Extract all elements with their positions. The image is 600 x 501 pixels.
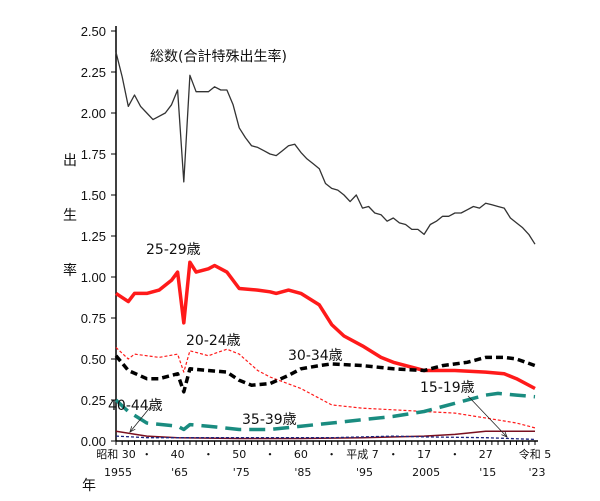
y-tick-label: 0.75 [81,311,106,326]
x-tick-year-label: '23 [528,466,545,479]
x-tick-era-label: 17 [417,448,431,461]
x-tick-era-label: 平成 7 [346,448,379,461]
x-tick-era-label: ・ [203,448,214,461]
x-tick-era-label: ・ [388,448,399,461]
series-label-4: 35-39歳 [242,412,297,428]
x-tick-era-label: 令和 5 [519,447,552,461]
series-labels: 総数(合計特殊出生率) 25-29歳 20-24歳 30-34歳 35-39歳 40-44… [108,48,508,438]
x-tick-year-label: 1955 [104,466,132,479]
y-tick-label: 0.25 [81,393,106,408]
y-tick-label: 1.50 [81,188,106,203]
y-axis-label-char: 出 [63,153,77,169]
y-axis-label-char: 率 [63,262,77,279]
series-label-6: 15-19歳 [420,380,475,396]
x-axis-label: 年 [82,478,96,494]
series-line-4 [114,391,536,432]
series-label-3: 30-34歳 [288,348,343,364]
arrow-40-44-head [129,426,136,433]
x-tick-year-label: 2005 [412,466,440,479]
x-tick-era-label: ・ [449,448,460,461]
series-label-0: 総数(合計特殊出生率) [150,48,287,65]
x-tick-era-label: 40 [171,448,185,461]
series-line-1 [115,260,536,391]
x-tick-era-label: ・ [141,448,152,461]
x-tick-era-label: ・ [265,448,276,461]
y-tick-label: 2.00 [81,106,106,121]
y-tick-label: 1.00 [81,270,106,285]
y-tick-label: 2.50 [81,24,106,39]
y-axis-label-char: 生 [63,208,77,224]
series-label-5: 40-44歳 [108,398,163,414]
series-line-2 [115,347,536,429]
y-tick-label: 1.25 [81,229,106,244]
series-line-6 [115,435,536,441]
x-tick-year-label: '95 [356,466,373,479]
arrow-15-19 [467,395,508,438]
y-tick-label: 1.75 [81,147,106,162]
series-line-3 [114,354,536,394]
y-tick-label: 0.50 [81,352,106,367]
x-tick-era-label: 50 [232,448,246,461]
y-tick-label: 0.00 [81,434,106,449]
arrow-15-19-head [501,431,508,438]
y-tick-label: 2.25 [81,65,106,80]
x-tick-era-label: 昭和 30 [96,448,136,461]
x-tick-era-label: ・ [326,448,337,461]
y-axis: 0.00 0.25 0.50 0.75 1.00 1.25 1.50 1.75 2.00 2.25… [81,24,117,449]
series-line-0 [115,52,536,245]
y-axis-label: 出生率 [63,153,77,279]
x-tick-year-label: '75 [233,466,250,479]
x-tick-year-label: '15 [479,466,496,479]
x-tick-era-label: 60 [294,448,308,461]
x-tick-year-label: '65 [171,466,188,479]
series-label-1: 25-29歳 [146,242,201,258]
series-label-2: 20-24歳 [186,333,241,349]
x-tick-year-label: '85 [294,466,311,479]
series-lines [114,52,536,441]
x-tick-era-label: 27 [479,448,493,461]
arrow-40-44 [129,404,153,433]
